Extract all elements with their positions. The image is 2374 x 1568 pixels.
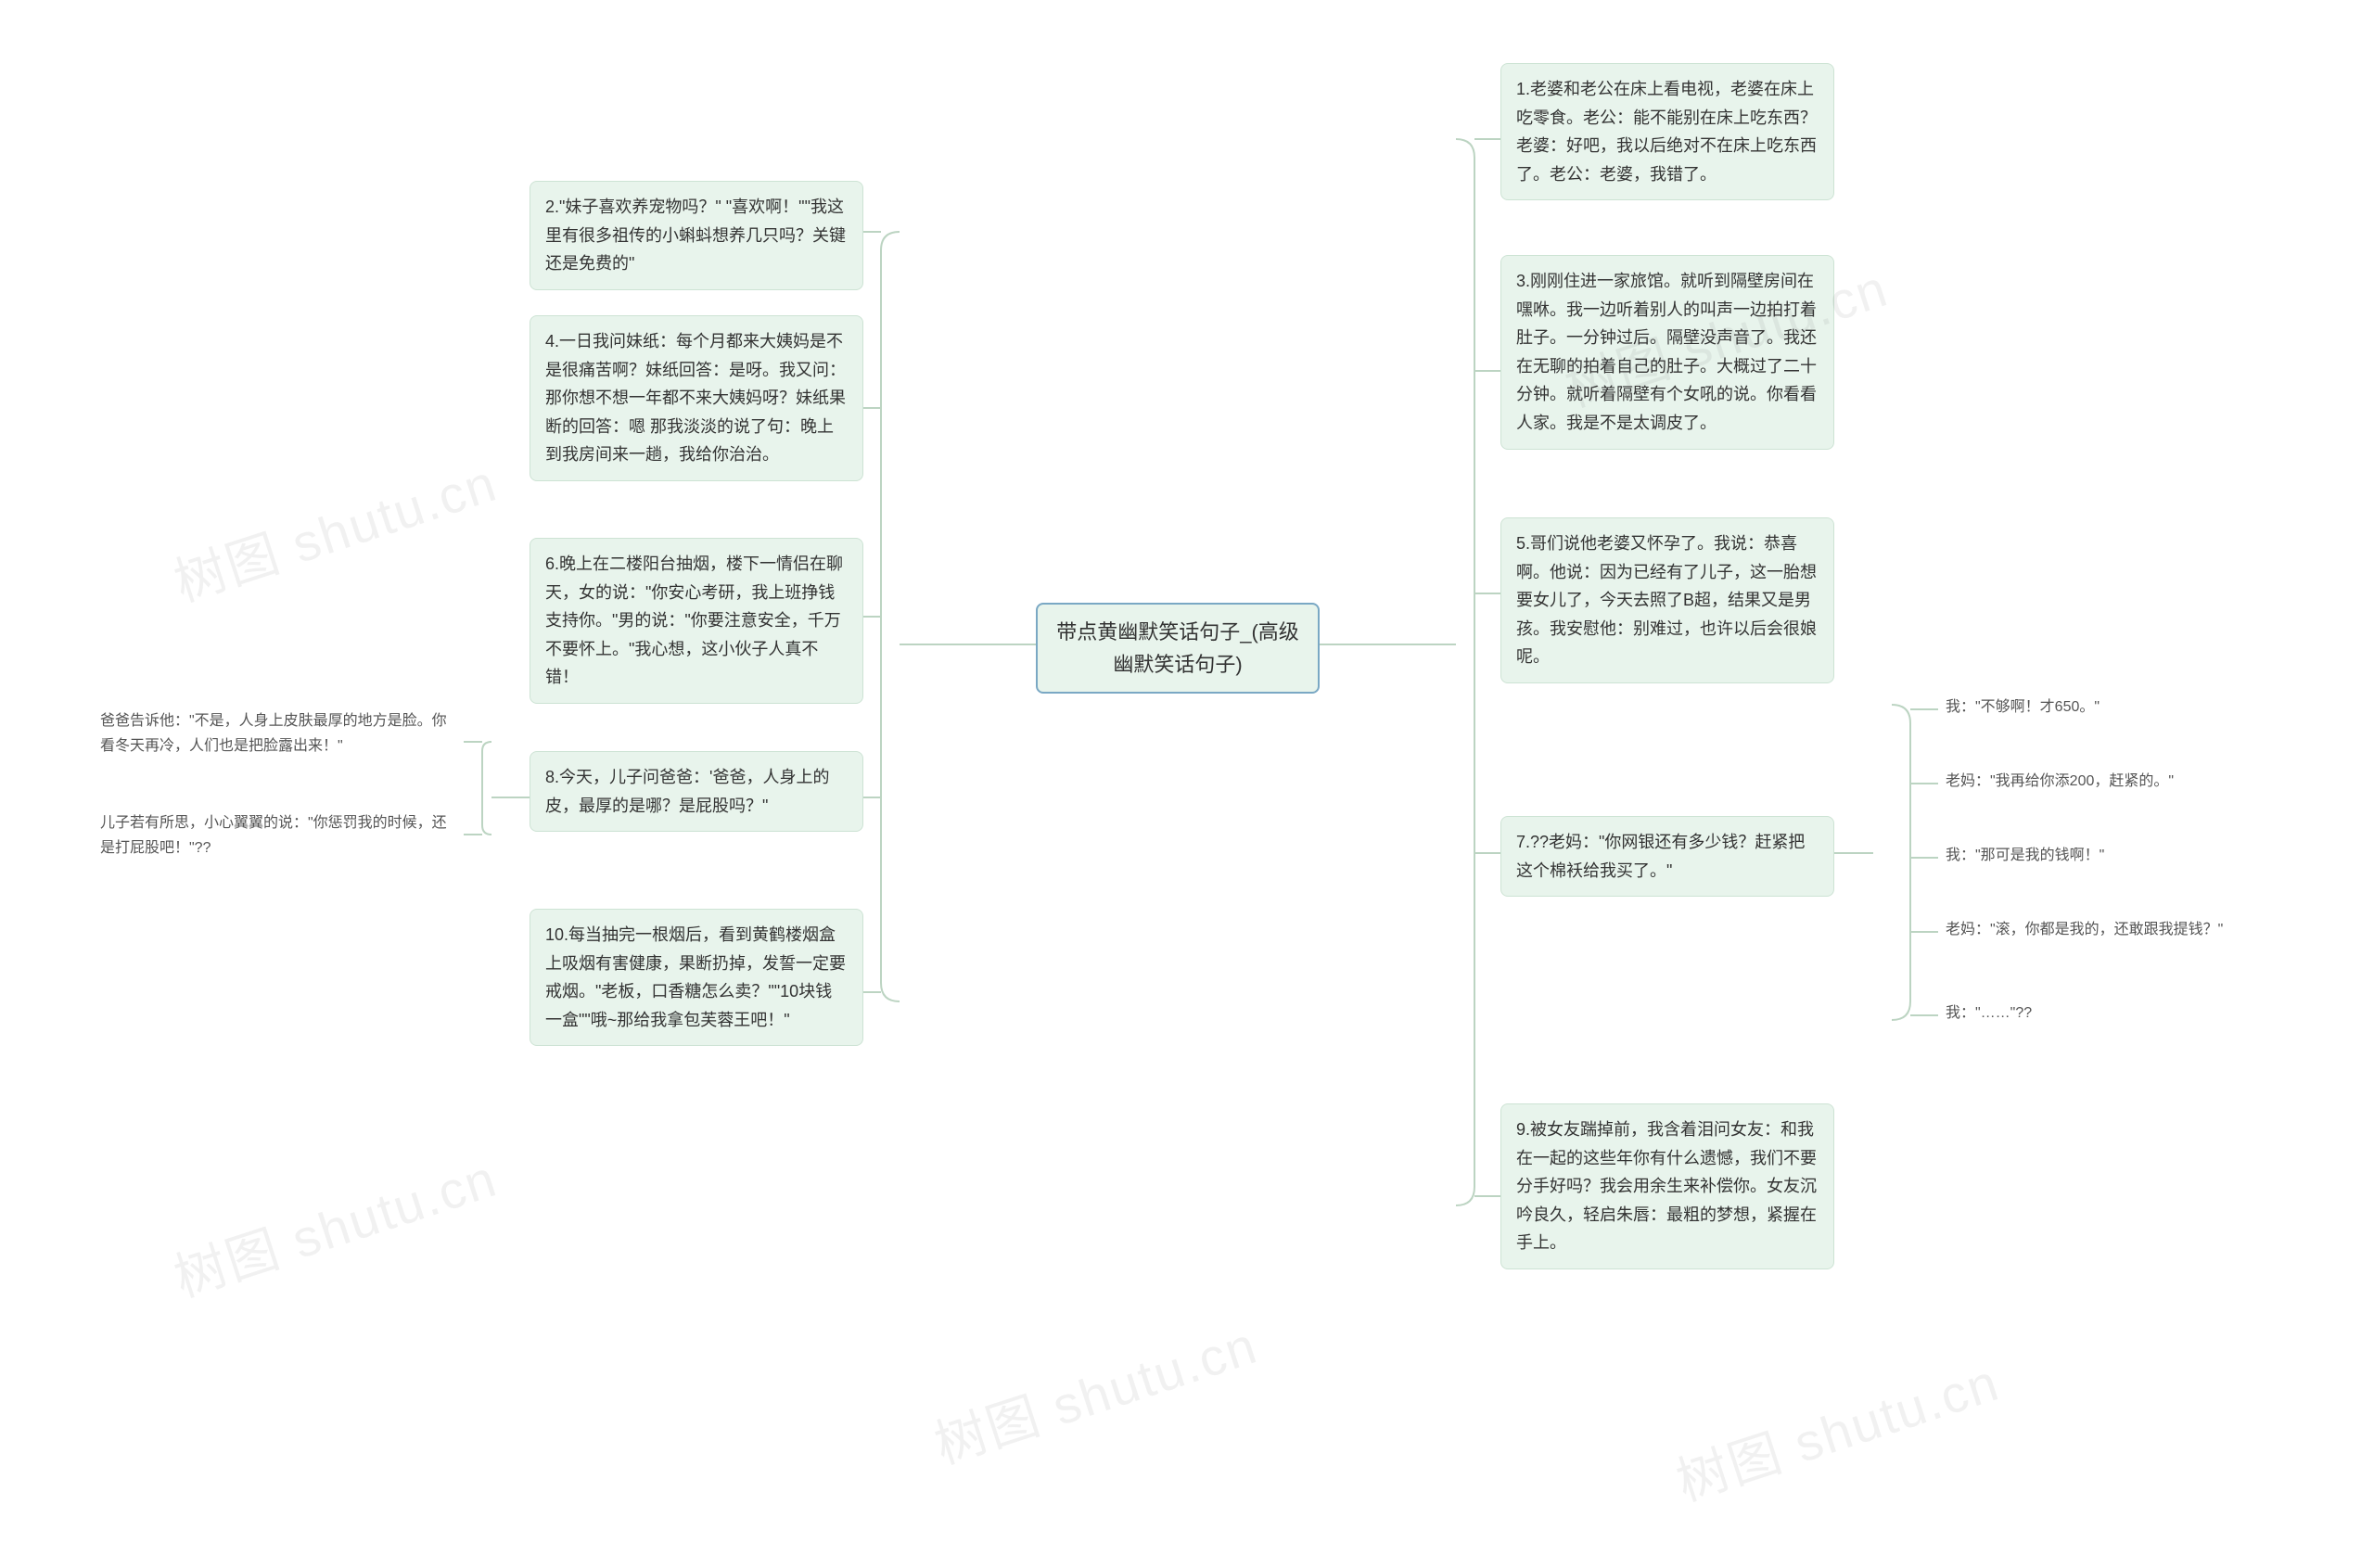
node-l8b-text: 儿子若有所思，小心翼翼的说："你惩罚我的时候，还是打屁股吧！"?? [100,815,447,856]
node-r3-text: 3.刚刚住进一家旅馆。就听到隔壁房间在嘿咻。我一边听着别人的叫声一边拍打着肚子。… [1516,272,1817,432]
watermark: 树图 shutu.cn [163,441,505,617]
node-r7a-text: 我："不够啊！才650。" [1946,699,2100,715]
node-r7a[interactable]: 我："不够啊！才650。" [1938,691,2291,723]
node-r3[interactable]: 3.刚刚住进一家旅馆。就听到隔壁房间在嘿咻。我一边听着别人的叫声一边拍打着肚子。… [1500,255,1834,450]
right-bracket [1456,139,1474,1205]
node-l4-text: 4.一日我问妹纸：每个月都来大姨妈是不是很痛苦啊？妹纸回答：是呀。我又问：那你想… [545,332,846,464]
node-r7b[interactable]: 老妈："我再给你添200，赶紧的。" [1938,765,2291,797]
node-r5[interactable]: 5.哥们说他老婆又怀孕了。我说：恭喜啊。他说：因为已经有了儿子，这一胎想要女儿了… [1500,517,1834,683]
node-r1[interactable]: 1.老婆和老公在床上看电视，老婆在床上吃零食。老公：能不能别在床上吃东西？老婆：… [1500,63,1834,200]
node-l6[interactable]: 6.晚上在二楼阳台抽烟，楼下一情侣在聊天，女的说："你安心考研，我上班挣钱支持你… [530,538,863,704]
node-r7c[interactable]: 我："那可是我的钱啊！" [1938,839,2291,872]
node-r7d-text: 老妈："滚，你都是我的，还敢跟我提钱？" [1946,922,2223,937]
node-l8a[interactable]: 爸爸告诉他："不是，人身上皮肤最厚的地方是脸。你看冬天再冷，人们也是把脸露出来！… [93,705,464,762]
node-r5-text: 5.哥们说他老婆又怀孕了。我说：恭喜啊。他说：因为已经有了儿子，这一胎想要女儿了… [1516,534,1817,666]
node-r7d[interactable]: 老妈："滚，你都是我的，还敢跟我提钱？" [1938,913,2309,946]
node-l8[interactable]: 8.今天，儿子问爸爸：'爸爸，人身上的皮，最厚的是哪？是屁股吗？" [530,751,863,832]
node-l8-text: 8.今天，儿子问爸爸：'爸爸，人身上的皮，最厚的是哪？是屁股吗？" [545,768,829,815]
node-l8b[interactable]: 儿子若有所思，小心翼翼的说："你惩罚我的时候，还是打屁股吧！"?? [93,807,464,864]
node-r9-text: 9.被女友踹掉前，我含着泪问女友：和我在一起的这些年你有什么遗憾，我们不要分手好… [1516,1120,1817,1252]
l8-bracket [464,742,530,835]
node-l10[interactable]: 10.每当抽完一根烟后，看到黄鹤楼烟盒上吸烟有害健康，果断扔掉，发誓一定要戒烟。… [530,909,863,1046]
node-r7[interactable]: 7.??老妈："你网银还有多少钱？赶紧把这个棉袄给我买了。" [1500,816,1834,897]
node-l2[interactable]: 2."妹子喜欢养宠物吗？" "喜欢啊！""我这里有很多祖传的小蝌蚪想养几只吗？关… [530,181,863,290]
node-r9[interactable]: 9.被女友踹掉前，我含着泪问女友：和我在一起的这些年你有什么遗憾，我们不要分手好… [1500,1103,1834,1269]
node-r7e[interactable]: 我："……"?? [1938,997,2291,1029]
node-r7b-text: 老妈："我再给你添200，赶紧的。" [1946,773,2174,789]
center-node[interactable]: 带点黄幽默笑话句子_(高级幽默笑话句子) [1036,603,1320,694]
node-l10-text: 10.每当抽完一根烟后，看到黄鹤楼烟盒上吸烟有害健康，果断扔掉，发誓一定要戒烟。… [545,925,846,1029]
left-bracket [881,232,900,1001]
node-r7c-text: 我："那可是我的钱啊！" [1946,848,2104,863]
watermark: 树图 shutu.cn [924,1304,1266,1479]
watermark: 树图 shutu.cn [1666,1341,2008,1516]
node-r7e-text: 我："……"?? [1946,1005,2032,1021]
watermark: 树图 shutu.cn [163,1137,505,1312]
center-text: 带点黄幽默笑话句子_(高级幽默笑话句子) [1056,620,1299,676]
node-l2-text: 2."妹子喜欢养宠物吗？" "喜欢啊！""我这里有很多祖传的小蝌蚪想养几只吗？关… [545,198,846,273]
node-l8a-text: 爸爸告诉他："不是，人身上皮肤最厚的地方是脸。你看冬天再冷，人们也是把脸露出来！… [100,713,447,754]
node-l6-text: 6.晚上在二楼阳台抽烟，楼下一情侣在聊天，女的说："你安心考研，我上班挣钱支持你… [545,555,843,686]
node-r1-text: 1.老婆和老公在床上看电视，老婆在床上吃零食。老公：能不能别在床上吃东西？老婆：… [1516,80,1817,184]
r7-bracket [1892,705,1910,1020]
mindmap-canvas: 带点黄幽默笑话句子_(高级幽默笑话句子) 2."妹子喜欢养宠物吗？" "喜欢啊！… [0,0,2374,1568]
node-l4[interactable]: 4.一日我问妹纸：每个月都来大姨妈是不是很痛苦啊？妹纸回答：是呀。我又问：那你想… [530,315,863,481]
node-r7-text: 7.??老妈："你网银还有多少钱？赶紧把这个棉袄给我买了。" [1516,833,1805,880]
